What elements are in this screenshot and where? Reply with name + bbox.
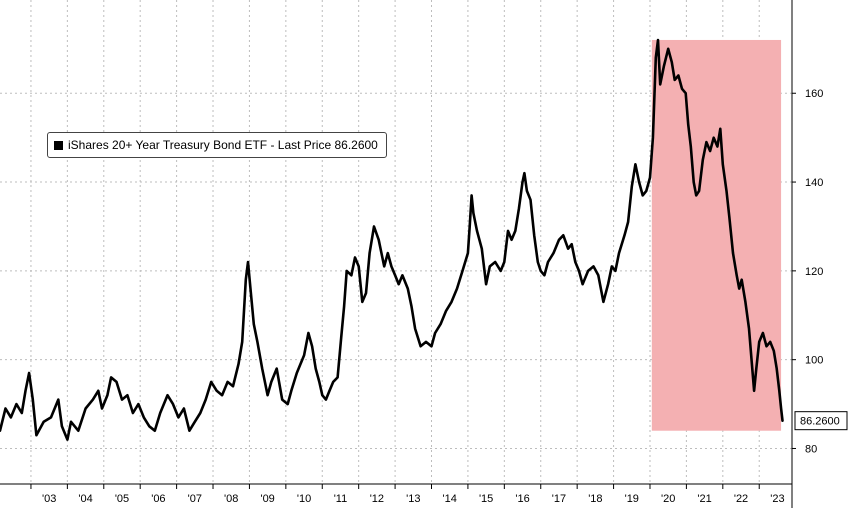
x-tick-label: '05 (115, 493, 129, 505)
x-tick-label: '11 (334, 493, 348, 505)
x-tick-label: '20 (661, 493, 675, 505)
highlight-region-layer (651, 39, 782, 431)
chart-legend: iShares 20+ Year Treasury Bond ETF - Las… (47, 132, 387, 158)
x-tick-label: '08 (224, 493, 238, 505)
series-line-layer (0, 38, 784, 441)
highlight-region (651, 39, 782, 431)
x-tick-label: '09 (260, 493, 274, 505)
axes-layer (0, 0, 796, 508)
x-tick-label: '14 (443, 493, 457, 505)
x-tick-label: '07 (188, 493, 202, 505)
legend-label: iShares 20+ Year Treasury Bond ETF - Las… (68, 138, 378, 152)
tick-labels-layer: 80 100 120 140 160 '03 '04 '05 '06 '07 '08 '09 '10 '1… (42, 88, 848, 505)
x-tick-label: '22 (734, 493, 748, 505)
x-tick-label: '17 (552, 493, 566, 505)
x-tick-label: '13 (406, 493, 420, 505)
x-tick-label: '03 (42, 493, 56, 505)
x-tick-label: '19 (625, 493, 639, 505)
legend-swatch (54, 140, 63, 150)
x-tick-label: '06 (151, 493, 165, 505)
last-price-tag: 86.2600 (800, 416, 840, 428)
y-tick-label: 80 (805, 443, 817, 455)
y-tick-label: 100 (805, 355, 823, 367)
x-tick-label: '10 (297, 493, 311, 505)
y-tick-label: 160 (805, 88, 823, 100)
x-tick-label: '21 (697, 493, 711, 505)
x-tick-label: '12 (370, 493, 384, 505)
x-tick-label: '23 (770, 493, 784, 505)
x-tick-label: '04 (78, 493, 92, 505)
last-price-tag-box (794, 411, 848, 431)
x-tick-label: '18 (588, 493, 602, 505)
series-line (0, 38, 784, 441)
x-tick-label: '16 (515, 493, 529, 505)
y-tick-label: 120 (805, 266, 823, 278)
y-tick-label: 140 (805, 177, 823, 189)
x-tick-label: '15 (479, 493, 493, 505)
